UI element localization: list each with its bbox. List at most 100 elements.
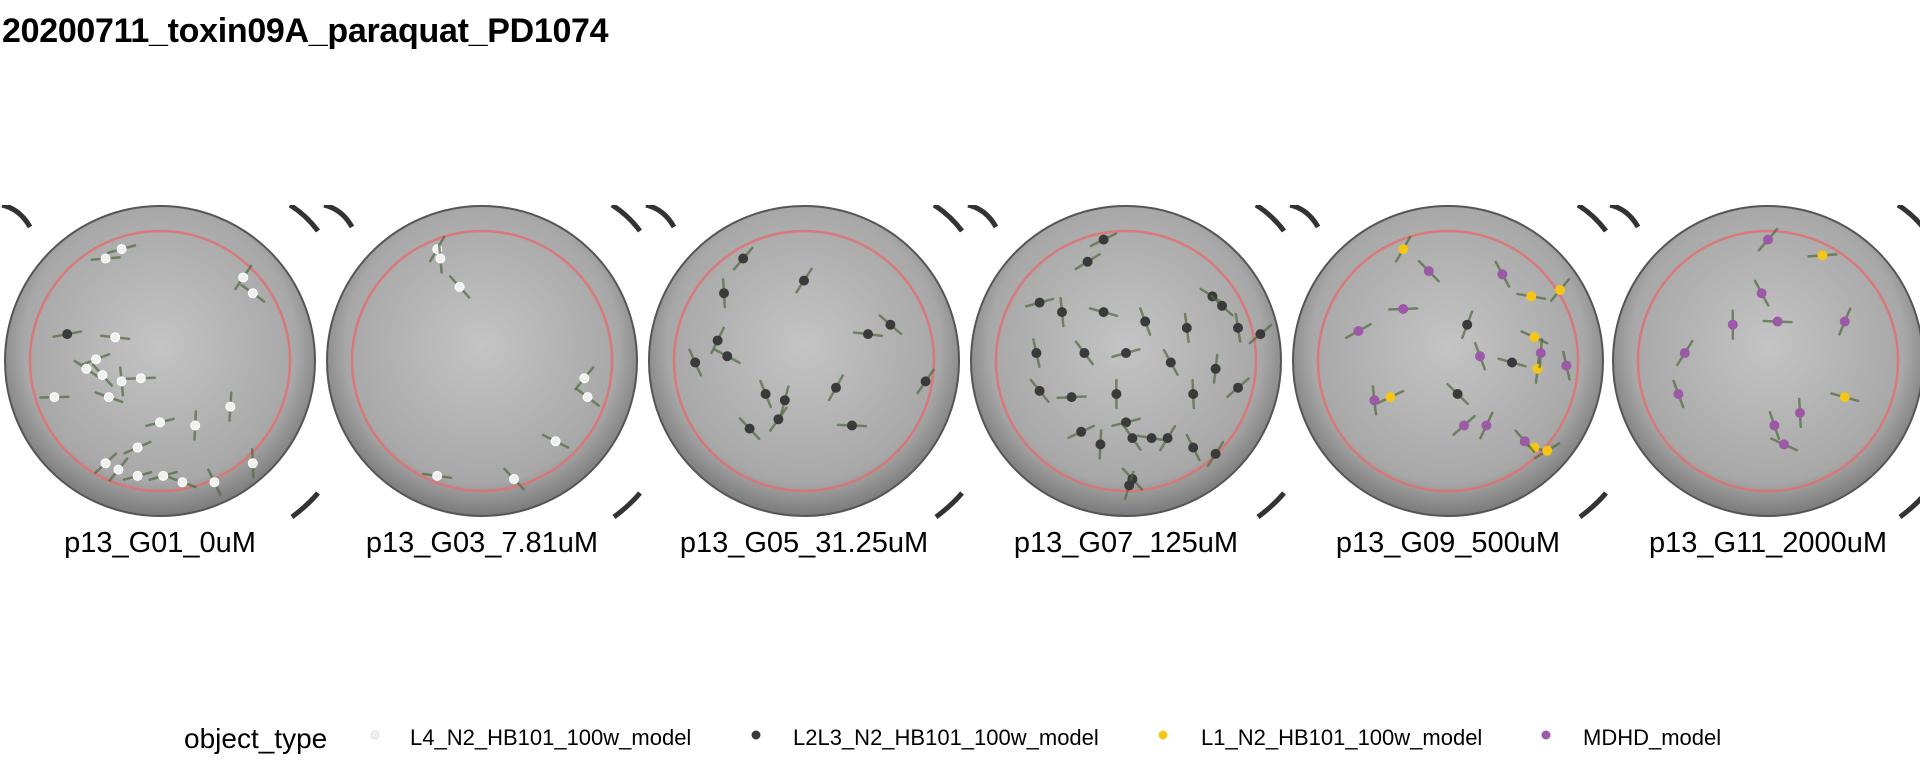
detection-point-l2l3 bbox=[1125, 481, 1134, 490]
detection-point-l2l3 bbox=[713, 336, 722, 345]
detection-point-l4 bbox=[510, 475, 519, 484]
detection-point-mdhd bbox=[1780, 440, 1789, 449]
well-image-g01 bbox=[0, 205, 320, 520]
detection-point-mdhd bbox=[1354, 327, 1363, 336]
detection-point-mdhd bbox=[1460, 421, 1469, 430]
detection-point-mdhd bbox=[1674, 390, 1683, 399]
well-edge-arc bbox=[1610, 205, 1638, 227]
well-edge-arc bbox=[968, 205, 996, 227]
detection-point-l2l3 bbox=[780, 396, 789, 405]
detection-point-l2l3 bbox=[1141, 317, 1150, 326]
well-label-g07: p13_G07_125uM bbox=[966, 527, 1286, 560]
well-edge-arc bbox=[1578, 205, 1606, 231]
detection-point-mdhd bbox=[1796, 408, 1805, 417]
well-disc bbox=[971, 206, 1281, 516]
detection-point-l2l3 bbox=[1112, 390, 1121, 399]
well-panel-g03: p13_G03_7.81uM bbox=[322, 205, 642, 585]
well-edge-arc bbox=[1290, 205, 1318, 227]
detection-point-l4 bbox=[136, 374, 145, 383]
detection-point-mdhd bbox=[1773, 317, 1782, 326]
detection-point-l1 bbox=[1399, 245, 1408, 254]
detection-point-l4 bbox=[82, 364, 91, 373]
detection-point-mdhd bbox=[1370, 396, 1379, 405]
detection-point-l2l3 bbox=[1032, 349, 1041, 358]
well-disc bbox=[1613, 206, 1920, 516]
detection-point-l4 bbox=[436, 254, 445, 263]
well-panel-g01: p13_G01_0uM bbox=[0, 205, 320, 585]
detection-point-l2l3 bbox=[864, 330, 873, 339]
well-edge-arc bbox=[292, 493, 318, 517]
detection-point-l4 bbox=[226, 402, 235, 411]
detection-point-mdhd bbox=[1399, 304, 1408, 313]
detection-point-l4 bbox=[248, 289, 257, 298]
detection-point-l2l3 bbox=[761, 390, 770, 399]
detection-point-l1 bbox=[1527, 292, 1536, 301]
detection-point-l2l3 bbox=[1096, 440, 1105, 449]
legend-key-l1-dot-icon bbox=[1156, 728, 1170, 742]
detection-point-l2l3 bbox=[1099, 235, 1108, 244]
detection-point-l4 bbox=[117, 245, 126, 254]
well-edge-arc bbox=[612, 205, 640, 231]
legend: object_type L4_N2_HB101_100w_model L2L3_… bbox=[0, 715, 1920, 755]
well-panel-g09: p13_G09_500uM bbox=[1288, 205, 1608, 585]
detection-point-l1 bbox=[1840, 393, 1849, 402]
detection-point-l4 bbox=[210, 478, 219, 487]
well-disc bbox=[1293, 206, 1603, 516]
detection-point-l4 bbox=[551, 437, 560, 446]
well-label-g11: p13_G11_2000uM bbox=[1608, 527, 1920, 560]
legend-label-l2l3: L2L3_N2_HB101_100w_model bbox=[793, 725, 1099, 751]
well-disc bbox=[327, 206, 637, 516]
detection-point-l2l3 bbox=[1122, 349, 1131, 358]
well-label-g05: p13_G05_31.25uM bbox=[644, 527, 964, 560]
well-panel-g07: p13_G07_125uM bbox=[966, 205, 1286, 585]
detection-point-l2l3 bbox=[1211, 449, 1220, 458]
well-edge-arc bbox=[290, 205, 318, 231]
well-edge-arc bbox=[1580, 493, 1606, 517]
detection-point-l4 bbox=[433, 471, 442, 480]
detection-point-l4 bbox=[117, 377, 126, 386]
detection-point-l2l3 bbox=[1234, 383, 1243, 392]
detection-point-l2l3 bbox=[1166, 358, 1175, 367]
legend-key-l2l3-dot-icon bbox=[749, 728, 763, 742]
detection-point-l2l3 bbox=[63, 330, 72, 339]
detection-point-l4 bbox=[248, 459, 257, 468]
detection-point-l2l3 bbox=[1234, 323, 1243, 332]
well-edge-arc bbox=[1900, 493, 1920, 517]
detection-point-l2l3 bbox=[745, 424, 754, 433]
legend-label-l4: L4_N2_HB101_100w_model bbox=[410, 725, 691, 751]
detection-point-l2l3 bbox=[1058, 308, 1067, 317]
detection-point-l2l3 bbox=[848, 421, 857, 430]
detection-point-l2l3 bbox=[1189, 443, 1198, 452]
well-label-g03: p13_G03_7.81uM bbox=[322, 527, 642, 560]
detection-point-l2l3 bbox=[1182, 323, 1191, 332]
well-image-g11 bbox=[1608, 205, 1920, 520]
detection-point-l2l3 bbox=[800, 276, 809, 285]
detection-point-mdhd bbox=[1770, 421, 1779, 430]
detection-point-l1 bbox=[1386, 393, 1395, 402]
detection-point-mdhd bbox=[1764, 235, 1773, 244]
well-label-g01: p13_G01_0uM bbox=[0, 527, 320, 560]
well-edge-arc bbox=[1256, 205, 1284, 231]
detection-point-l2l3 bbox=[886, 320, 895, 329]
detection-point-l2l3 bbox=[1218, 301, 1227, 310]
well-disc bbox=[5, 206, 315, 516]
detection-point-mdhd bbox=[1498, 270, 1507, 279]
detection-point-l1 bbox=[1818, 251, 1827, 260]
well-image-g07 bbox=[966, 205, 1286, 520]
detection-point-l4 bbox=[101, 254, 110, 263]
detection-point-mdhd bbox=[1562, 361, 1571, 370]
well-image-g05 bbox=[644, 205, 964, 520]
well-image-g09 bbox=[1288, 205, 1608, 520]
detection-point-l2l3 bbox=[1211, 364, 1220, 373]
detection-point-l4 bbox=[133, 471, 142, 480]
well-edge-arc bbox=[2, 205, 30, 227]
detection-point-l2l3 bbox=[1122, 418, 1131, 427]
well-panel-g11: p13_G11_2000uM bbox=[1608, 205, 1920, 585]
detection-point-mdhd bbox=[1520, 437, 1529, 446]
legend-key-l4-dot-icon bbox=[368, 728, 382, 742]
detection-point-l2l3 bbox=[1035, 298, 1044, 307]
figure-title: 20200711_toxin09A_paraquat_PD1074 bbox=[2, 12, 608, 51]
legend-label-l1: L1_N2_HB101_100w_model bbox=[1201, 725, 1482, 751]
detection-point-l2l3 bbox=[691, 358, 700, 367]
detection-point-l2l3 bbox=[1453, 390, 1462, 399]
